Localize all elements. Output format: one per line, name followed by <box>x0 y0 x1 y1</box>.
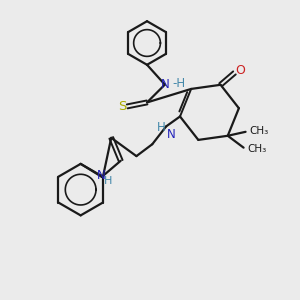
Text: N: N <box>160 78 169 91</box>
Text: O: O <box>236 64 245 77</box>
Text: -H: -H <box>173 77 186 90</box>
Text: CH₃: CH₃ <box>250 126 269 136</box>
Text: CH₃: CH₃ <box>248 144 267 154</box>
Text: H: H <box>103 176 112 186</box>
Text: H: H <box>156 121 165 134</box>
Text: S: S <box>118 100 126 113</box>
Text: N: N <box>96 169 105 182</box>
Text: N: N <box>167 128 176 141</box>
